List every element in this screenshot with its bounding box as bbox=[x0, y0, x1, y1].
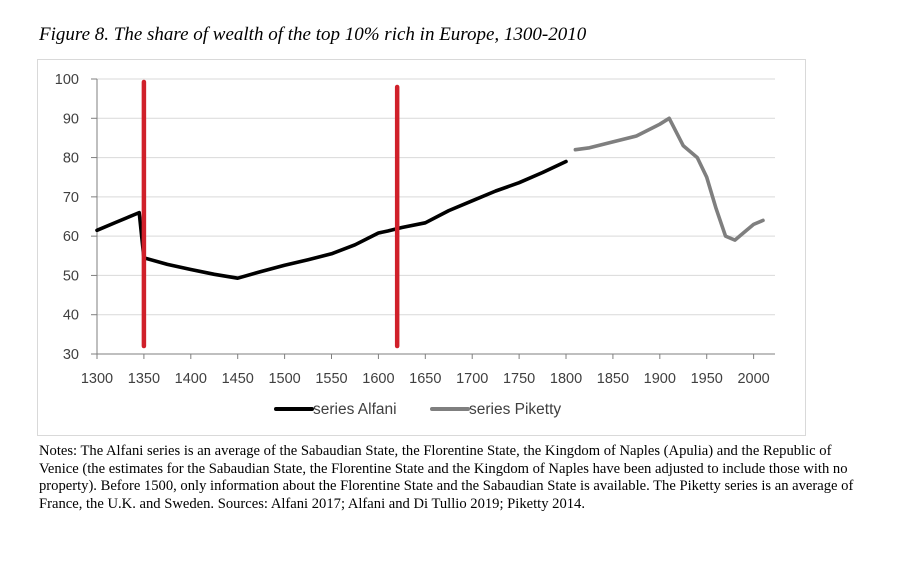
x-tick-label-1800: 1800 bbox=[550, 371, 582, 387]
x-tick-label-1400: 1400 bbox=[175, 371, 207, 387]
x-tick-label-1350: 1350 bbox=[128, 371, 160, 387]
annotation-lines bbox=[141, 79, 400, 349]
y-tick-label-40: 40 bbox=[63, 308, 79, 324]
x-tick-label-1900: 1900 bbox=[644, 371, 676, 387]
x-tick-label-1450: 1450 bbox=[222, 371, 254, 387]
legend: series Alfani series Piketty bbox=[274, 401, 561, 418]
figure-title: Figure 8. The share of wealth of the top… bbox=[39, 24, 587, 45]
gridlines bbox=[97, 78, 775, 316]
x-tick-label-1500: 1500 bbox=[268, 371, 300, 387]
x-tick-label-1300: 1300 bbox=[81, 371, 113, 387]
series-lines bbox=[95, 116, 765, 281]
y-tick-label-100: 100 bbox=[55, 72, 79, 88]
x-tick-label-1600: 1600 bbox=[362, 371, 394, 387]
axes: 30 40 50 60 70 80 90 100 1300 1350 1400 1450 1500 155… bbox=[55, 72, 775, 387]
series-line-series-alfani bbox=[95, 159, 568, 281]
x-tick-label-1850: 1850 bbox=[597, 371, 629, 387]
y-tick-label-30: 30 bbox=[63, 347, 79, 363]
chart-frame bbox=[37, 59, 806, 436]
x-tick-label-1950: 1950 bbox=[691, 371, 723, 387]
y-tick-label-60: 60 bbox=[63, 229, 79, 245]
x-tick-label-1700: 1700 bbox=[456, 371, 488, 387]
y-tick-label-80: 80 bbox=[63, 151, 79, 167]
x-tick-label-2000: 2000 bbox=[737, 371, 769, 387]
y-tick-label-50: 50 bbox=[63, 268, 79, 284]
legend-label-series-piketty: series Piketty bbox=[469, 401, 561, 418]
legend-label-series-alfani: series Alfani bbox=[313, 401, 397, 418]
x-tick-label-1750: 1750 bbox=[503, 371, 535, 387]
x-tick-label-1650: 1650 bbox=[409, 371, 441, 387]
x-tick-label-1550: 1550 bbox=[315, 371, 347, 387]
series-line-series-piketty bbox=[573, 116, 765, 242]
figure-notes: Notes: The Alfani series is an average o… bbox=[39, 443, 854, 512]
y-tick-label-90: 90 bbox=[63, 111, 79, 127]
line-chart: 30 40 50 60 70 80 90 100 1300 1350 1400 1450 1500 155… bbox=[55, 72, 775, 418]
y-tick-label-70: 70 bbox=[63, 190, 79, 206]
